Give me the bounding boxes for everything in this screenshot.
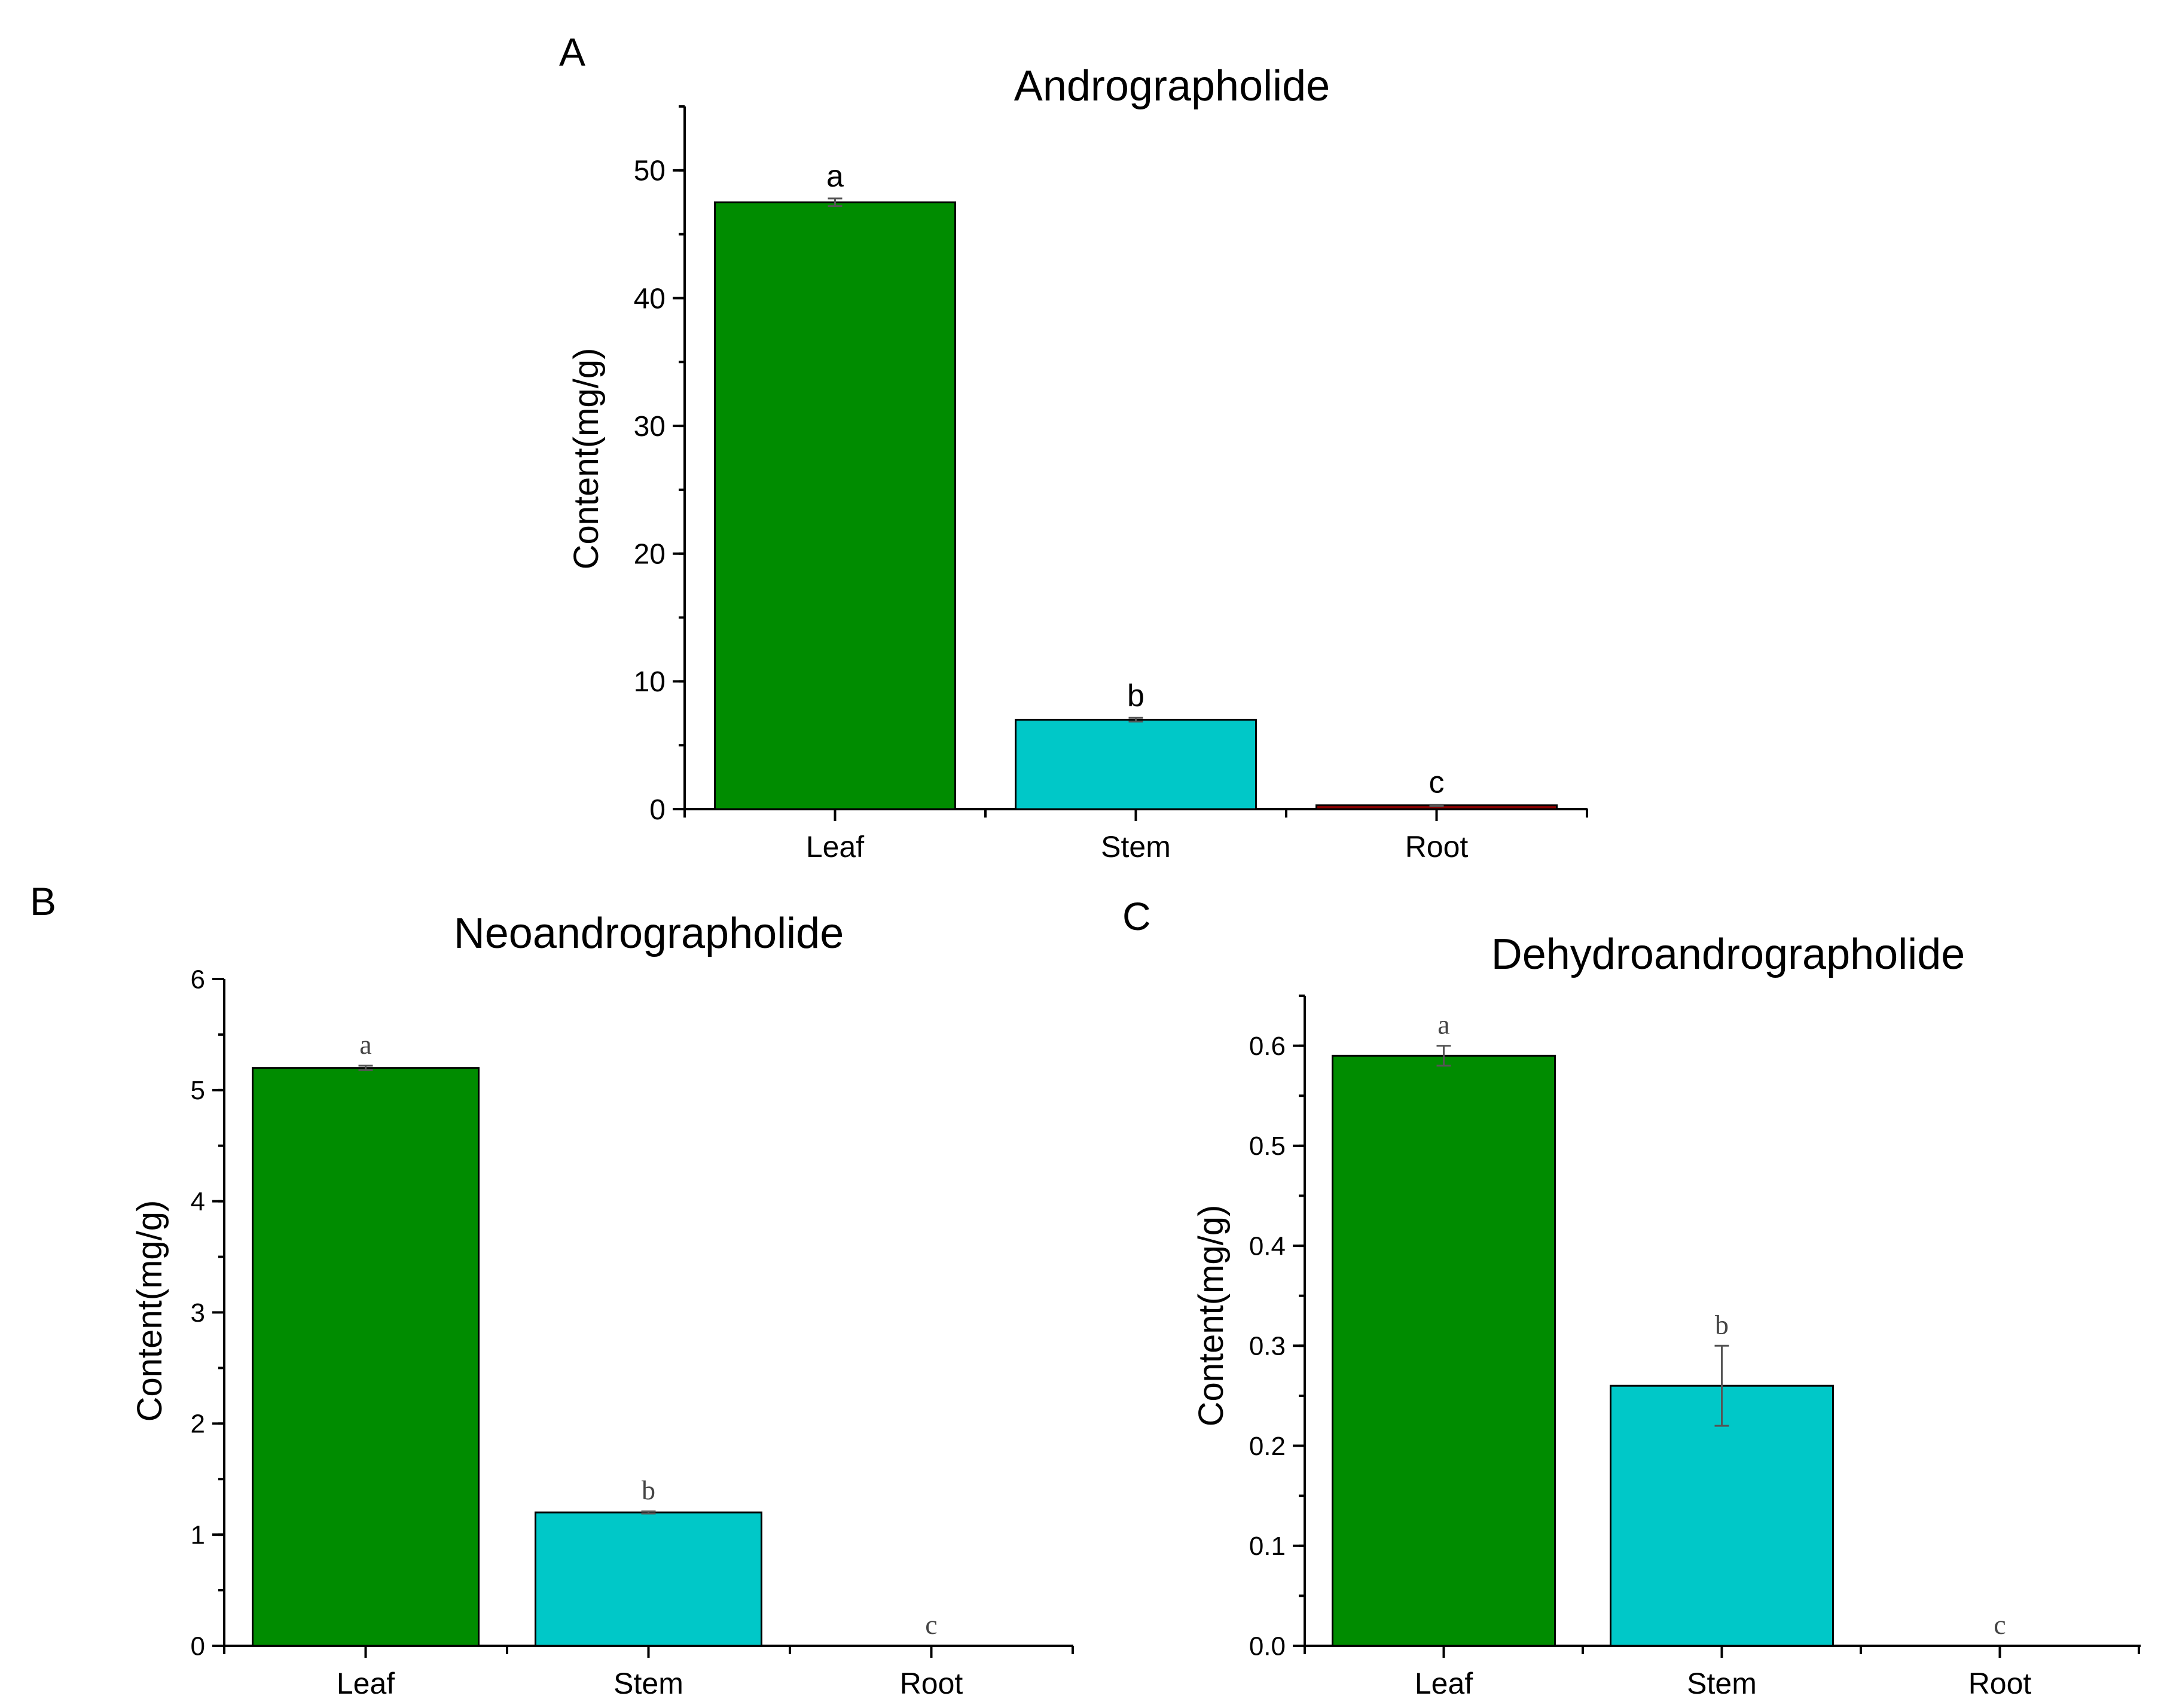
panel-b-x-tick-label-stem: Stem [613,1667,683,1700]
panel-b-bar-leaf [252,1067,480,1647]
panel-c-bar-stem [1610,1384,1834,1647]
panel-b-y-tick-label: 1 [191,1521,205,1550]
panel-c-x-tick-label-root: Root [1968,1667,2032,1700]
panel-b: B Neoandrographolide Content(mg/g) 0 1 2 3 4… [30,879,1074,1700]
panel-c-y-tick-label: 0.6 [1249,1032,1286,1061]
panel-c-y-tick-label: 0.1 [1249,1532,1286,1561]
panel-a-plot: 0 10 20 30 40 50 a Leaf b Stem c Root [634,105,1588,864]
panel-c-y-tick-label: 0.5 [1249,1131,1286,1161]
panel-c-ylabel: Content(mg/g) [1192,1205,1231,1427]
panel-a-significance-stem: b [1127,678,1144,713]
panel-c-title: Dehydroandrographolide [1491,931,1965,978]
panel-c-x-tick-label-leaf: Leaf [1415,1667,1473,1700]
panel-c-y-tick-label: 0.4 [1249,1231,1286,1261]
panel-a-y-tick-label: 10 [634,666,666,698]
panel-c-x-tick-label-stem: Stem [1687,1667,1757,1700]
panel-c-y-tick-label: 0.2 [1249,1432,1286,1461]
panel-a-letter: A [559,30,585,74]
panel-a-x-tick-label-root: Root [1405,830,1469,864]
panel-a-bar-stem [1015,718,1257,810]
panel-b-significance-leaf: a [359,1029,371,1060]
panel-a-y-tick-label: 30 [634,411,666,443]
panel-b-y-tick-label: 5 [191,1076,205,1105]
panel-b-ylabel: Content(mg/g) [130,1200,169,1422]
panel-b-letter: B [30,879,56,923]
panel-b-y-tick-label: 6 [191,965,205,994]
panel-a-significance-root: c [1429,765,1445,800]
panel-c-significance-root: c [1994,1609,2006,1640]
panel-b-significance-root: c [925,1609,937,1640]
panel-c-significance-stem: b [1715,1309,1729,1340]
panel-a-title: Andrographolide [1014,62,1330,110]
panel-b-y-tick-label: 2 [191,1410,205,1439]
panel-c-y-tick-label: 0.3 [1249,1332,1286,1361]
panel-a-y-tick-label: 40 [634,283,666,315]
panel-c-bar-leaf [1332,1054,1556,1647]
panel-c-significance-leaf: a [1437,1009,1449,1040]
panel-b-y-tick-label: 4 [191,1187,205,1216]
panel-b-title: Neoandrographolide [454,910,844,957]
panel-c-y-tick-label: 0.0 [1249,1631,1286,1661]
panel-a-bar-leaf [714,201,956,810]
panel-a-x-tick-label-leaf: Leaf [806,830,864,864]
panel-a: A Andrographolide Content(mg/g) 0 10 20 30 4… [559,30,1588,864]
panel-b-y-tick-label: 0 [191,1631,205,1661]
panel-c: C Dehydroandrographolide Content(mg/g) 0… [1122,894,2141,1700]
panel-a-y-tick-label: 50 [634,155,666,187]
panel-b-y-tick-label: 3 [191,1298,205,1328]
panel-c-plot: 0.0 0.1 0.2 0.3 0.4 0.5 0.6 a Leaf b Stem c Root [1249,995,2141,1700]
panel-a-y-tick-label: 20 [634,539,666,571]
panel-b-x-tick-label-root: Root [900,1667,963,1700]
panel-b-x-tick-label-leaf: Leaf [337,1667,395,1700]
panel-a-x-tick-label-stem: Stem [1101,830,1171,864]
panel-a-y-tick-label: 0 [649,794,666,826]
panel-a-ylabel: Content(mg/g) [567,348,606,570]
panel-a-significance-leaf: a [826,159,844,194]
panel-b-significance-stem: b [642,1475,655,1505]
panel-b-plot: 0 1 2 3 4 5 6 a Leaf b Stem c Root [191,965,1074,1700]
panel-c-letter: C [1122,894,1151,938]
panel-b-bar-stem [535,1511,762,1647]
